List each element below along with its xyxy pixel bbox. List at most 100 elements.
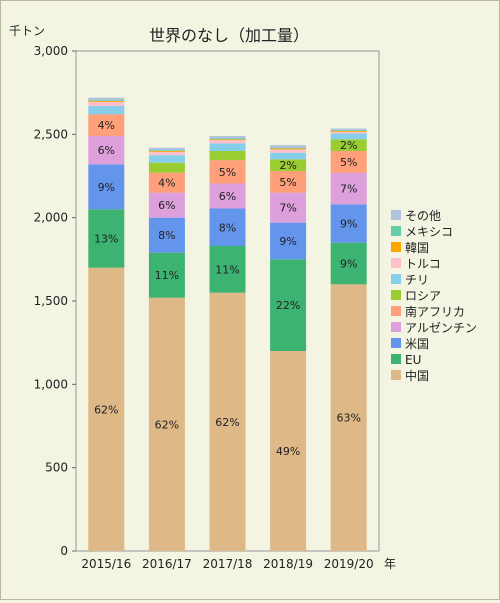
legend-swatch xyxy=(391,226,401,236)
data-label: 22% xyxy=(276,299,300,312)
bars: 62% 13% 9% 6% 4% 62% 11% 8% 6% 4% 62% 11% 8% 6% 5% 49% 2… xyxy=(88,97,367,551)
bar-segment xyxy=(88,136,125,165)
bar-segment xyxy=(270,192,307,223)
legend-swatch xyxy=(391,242,401,252)
legend-label: メキシコ xyxy=(405,225,453,239)
legend-label: トルコ xyxy=(405,257,441,271)
legend-label: EU xyxy=(405,353,421,367)
bar-segment xyxy=(148,155,185,163)
y-axis: 0 500 1,000 1,500 2,000 2,500 3,000 xyxy=(34,44,76,558)
bar-segment xyxy=(330,172,367,205)
bar-segment xyxy=(209,151,246,161)
data-label: 49% xyxy=(276,445,300,458)
bar-segment xyxy=(148,162,185,173)
y-tick-label: 2,000 xyxy=(34,211,68,225)
x-tick-label: 2017/18 xyxy=(203,557,253,571)
bar-segment xyxy=(148,151,185,152)
data-label: 62% xyxy=(94,403,118,416)
data-label: 11% xyxy=(215,263,239,276)
bar-segment xyxy=(270,152,307,160)
bar-segment xyxy=(270,145,307,148)
bar-segment xyxy=(209,136,246,139)
x-axis-unit: 年 xyxy=(384,557,396,571)
bar-segment xyxy=(209,138,246,140)
data-label: 62% xyxy=(215,416,239,429)
legend-swatch xyxy=(391,370,401,380)
data-label: 5% xyxy=(219,166,236,179)
bar-segment xyxy=(148,217,185,253)
y-tick-label: 1,000 xyxy=(34,377,68,391)
bar-segment xyxy=(270,222,307,260)
data-label: 11% xyxy=(155,269,179,282)
data-label: 9% xyxy=(279,235,296,248)
data-label: 8% xyxy=(219,221,236,234)
bar-segment xyxy=(148,192,185,218)
x-tick-label: 2015/16 xyxy=(81,557,131,571)
bar-segment xyxy=(209,292,246,551)
bar-segment xyxy=(88,106,125,115)
legend-label: 米国 xyxy=(405,337,429,351)
bar-segment xyxy=(270,171,307,193)
bar-segment xyxy=(330,128,367,131)
legend-swatch xyxy=(391,210,401,220)
bar-segment xyxy=(148,297,185,551)
legend-label: 中国 xyxy=(405,368,429,383)
legend-label: ロシア xyxy=(405,289,441,303)
bar-segment xyxy=(330,133,367,140)
data-label: 9% xyxy=(340,218,357,231)
bar-segment xyxy=(88,267,125,551)
bar-segment xyxy=(270,351,307,551)
data-label: 63% xyxy=(336,412,360,425)
legend-label: 南アフリカ xyxy=(405,304,465,319)
bar-segment xyxy=(209,140,246,144)
bar-segment xyxy=(330,151,367,173)
legend-swatch xyxy=(391,274,401,284)
bar-segment xyxy=(88,101,125,102)
bar-segment xyxy=(270,148,307,150)
bar-segment xyxy=(148,150,185,151)
data-label: 6% xyxy=(158,199,175,212)
bar-segment xyxy=(270,149,307,153)
y-tick-label: 2,500 xyxy=(34,127,68,141)
data-label: 4% xyxy=(158,177,175,190)
legend-label: チリ xyxy=(405,273,429,287)
y-tick-label: 3,000 xyxy=(34,44,68,58)
data-label: 9% xyxy=(340,258,357,271)
legend-label: アルゼンチン xyxy=(405,321,477,335)
bar-segment xyxy=(148,151,185,156)
data-label: 7% xyxy=(279,202,296,215)
data-label: 6% xyxy=(219,190,236,203)
y-tick-label: 0 xyxy=(60,544,68,558)
bar-segment xyxy=(209,246,246,293)
bar-segment xyxy=(88,100,125,101)
bar-segment xyxy=(330,204,367,243)
data-label: 2% xyxy=(279,159,296,172)
bar-segment xyxy=(270,147,307,149)
bar-segment xyxy=(330,131,367,134)
bar-segment xyxy=(88,164,125,210)
bar-segment xyxy=(88,209,125,268)
data-label: 8% xyxy=(158,229,175,242)
bar-segment xyxy=(270,259,307,351)
bar-segment xyxy=(330,139,367,151)
bar-segment xyxy=(88,101,125,106)
x-tick-label: 2016/17 xyxy=(142,557,192,571)
data-label: 6% xyxy=(98,144,115,157)
legend-label: 韓国 xyxy=(405,241,429,255)
y-tick-label: 1,500 xyxy=(34,294,68,308)
legend-swatch xyxy=(391,306,401,316)
data-label: 13% xyxy=(94,233,118,246)
bar-segment xyxy=(270,159,307,171)
bar-segment xyxy=(209,139,246,141)
legend-swatch xyxy=(391,338,401,348)
data-label: 62% xyxy=(155,418,179,431)
bar-segment xyxy=(330,284,367,551)
data-label: 5% xyxy=(279,176,296,189)
legend-swatch xyxy=(391,354,401,364)
legend-swatch xyxy=(391,322,401,332)
legend-swatch xyxy=(391,290,401,300)
data-label: 2% xyxy=(340,139,357,152)
bar-segment xyxy=(209,143,246,151)
